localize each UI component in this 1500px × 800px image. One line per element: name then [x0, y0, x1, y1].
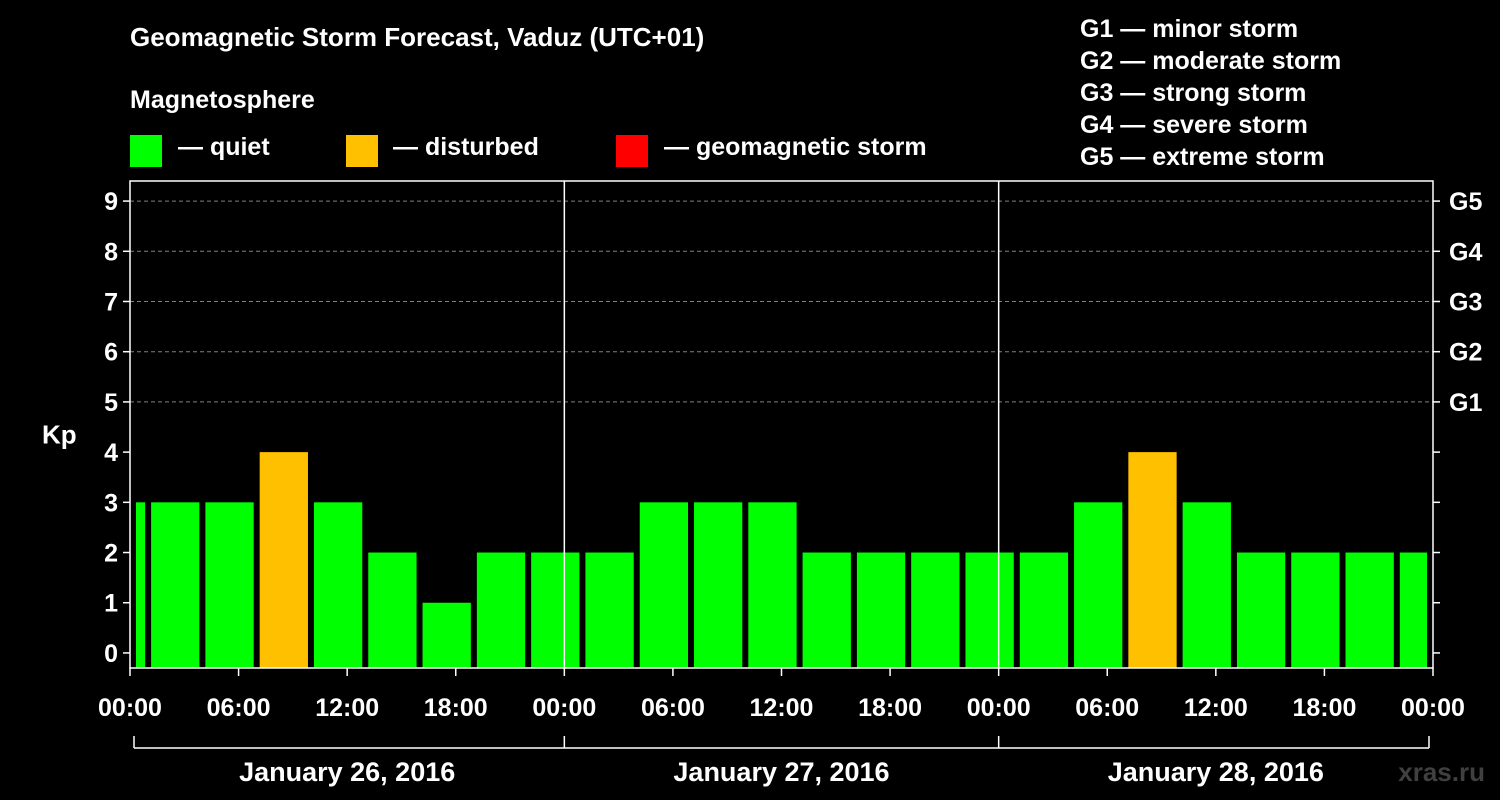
day-label: January 28, 2016 [1108, 757, 1324, 787]
x-tick-label: 00:00 [1401, 694, 1465, 722]
storm-scale-g5: G5 — extreme storm [1080, 143, 1325, 171]
x-tick-label: 00:00 [967, 694, 1031, 722]
x-tick-label: 06:00 [641, 694, 705, 722]
kp-bar [1182, 502, 1231, 668]
x-tick-label: 12:00 [750, 694, 814, 722]
y-tick-label: 8 [104, 238, 118, 266]
kp-bar [136, 502, 146, 668]
y-tick-label: 3 [104, 489, 118, 517]
storm-scale-g1: G1 — minor storm [1080, 15, 1299, 43]
kp-bar [1291, 552, 1340, 668]
x-tick-label: 06:00 [207, 694, 271, 722]
kp-bar [694, 502, 743, 668]
y-axis-label: Kp [42, 420, 77, 450]
day-label: January 26, 2016 [239, 757, 455, 787]
kp-bar [531, 552, 580, 668]
y-tick-label: 0 [104, 640, 118, 668]
kp-bar [965, 552, 1014, 668]
legend-swatch-storm [616, 135, 648, 167]
kp-bar [476, 552, 526, 668]
kp-bar [639, 502, 689, 668]
g-level-label: G3 [1449, 288, 1482, 316]
kp-bar [259, 452, 308, 668]
g-level-label: G4 [1449, 238, 1482, 266]
legend-swatch-disturbed [346, 135, 378, 167]
storm-scale-g2: G2 — moderate storm [1080, 47, 1342, 75]
kp-bar [1236, 552, 1286, 668]
x-tick-label: 12:00 [1184, 694, 1248, 722]
kp-bar [1345, 552, 1394, 668]
kp-bar [911, 552, 960, 668]
g-level-label: G2 [1449, 339, 1482, 367]
kp-bar [422, 602, 471, 668]
storm-scale-g4: G4 — severe storm [1080, 111, 1308, 139]
kp-bar [1074, 502, 1123, 668]
watermark: xras.ru [1398, 757, 1485, 787]
g-level-label: G1 [1449, 389, 1482, 417]
kp-bar [205, 502, 254, 668]
day-label: January 27, 2016 [673, 757, 889, 787]
y-tick-label: 5 [104, 389, 118, 417]
y-tick-label: 2 [104, 540, 118, 568]
y-tick-label: 7 [104, 288, 118, 316]
x-tick-label: 12:00 [315, 694, 379, 722]
x-tick-label: 00:00 [532, 694, 596, 722]
kp-bar [368, 552, 417, 668]
x-tick-label: 18:00 [858, 694, 922, 722]
storm-scale-g3: G3 — strong storm [1080, 79, 1307, 107]
kp-bar [802, 552, 851, 668]
kp-bar [1019, 552, 1069, 668]
kp-bar [585, 552, 634, 668]
y-tick-label: 9 [104, 188, 118, 216]
kp-bar [748, 502, 797, 668]
y-tick-label: 6 [104, 339, 118, 367]
kp-bar [151, 502, 200, 668]
chart-title: Geomagnetic Storm Forecast, Vaduz (UTC+0… [130, 22, 705, 52]
magnetosphere-heading: Magnetosphere [130, 86, 315, 114]
y-tick-label: 4 [104, 439, 118, 467]
g-level-label: G5 [1449, 188, 1482, 216]
legend-label-storm: — geomagnetic storm [664, 133, 927, 161]
y-tick-label: 1 [104, 590, 118, 618]
x-tick-label: 18:00 [424, 694, 488, 722]
kp-bar [1399, 552, 1427, 668]
kp-bar [313, 502, 363, 668]
kp-bar [1128, 452, 1177, 668]
legend-label-disturbed: — disturbed [393, 133, 539, 161]
x-tick-label: 18:00 [1292, 694, 1356, 722]
x-tick-label: 06:00 [1075, 694, 1139, 722]
legend-label-quiet: — quiet [178, 133, 270, 161]
x-tick-label: 00:00 [98, 694, 162, 722]
legend-swatch-quiet [130, 135, 162, 167]
kp-bar [856, 552, 906, 668]
